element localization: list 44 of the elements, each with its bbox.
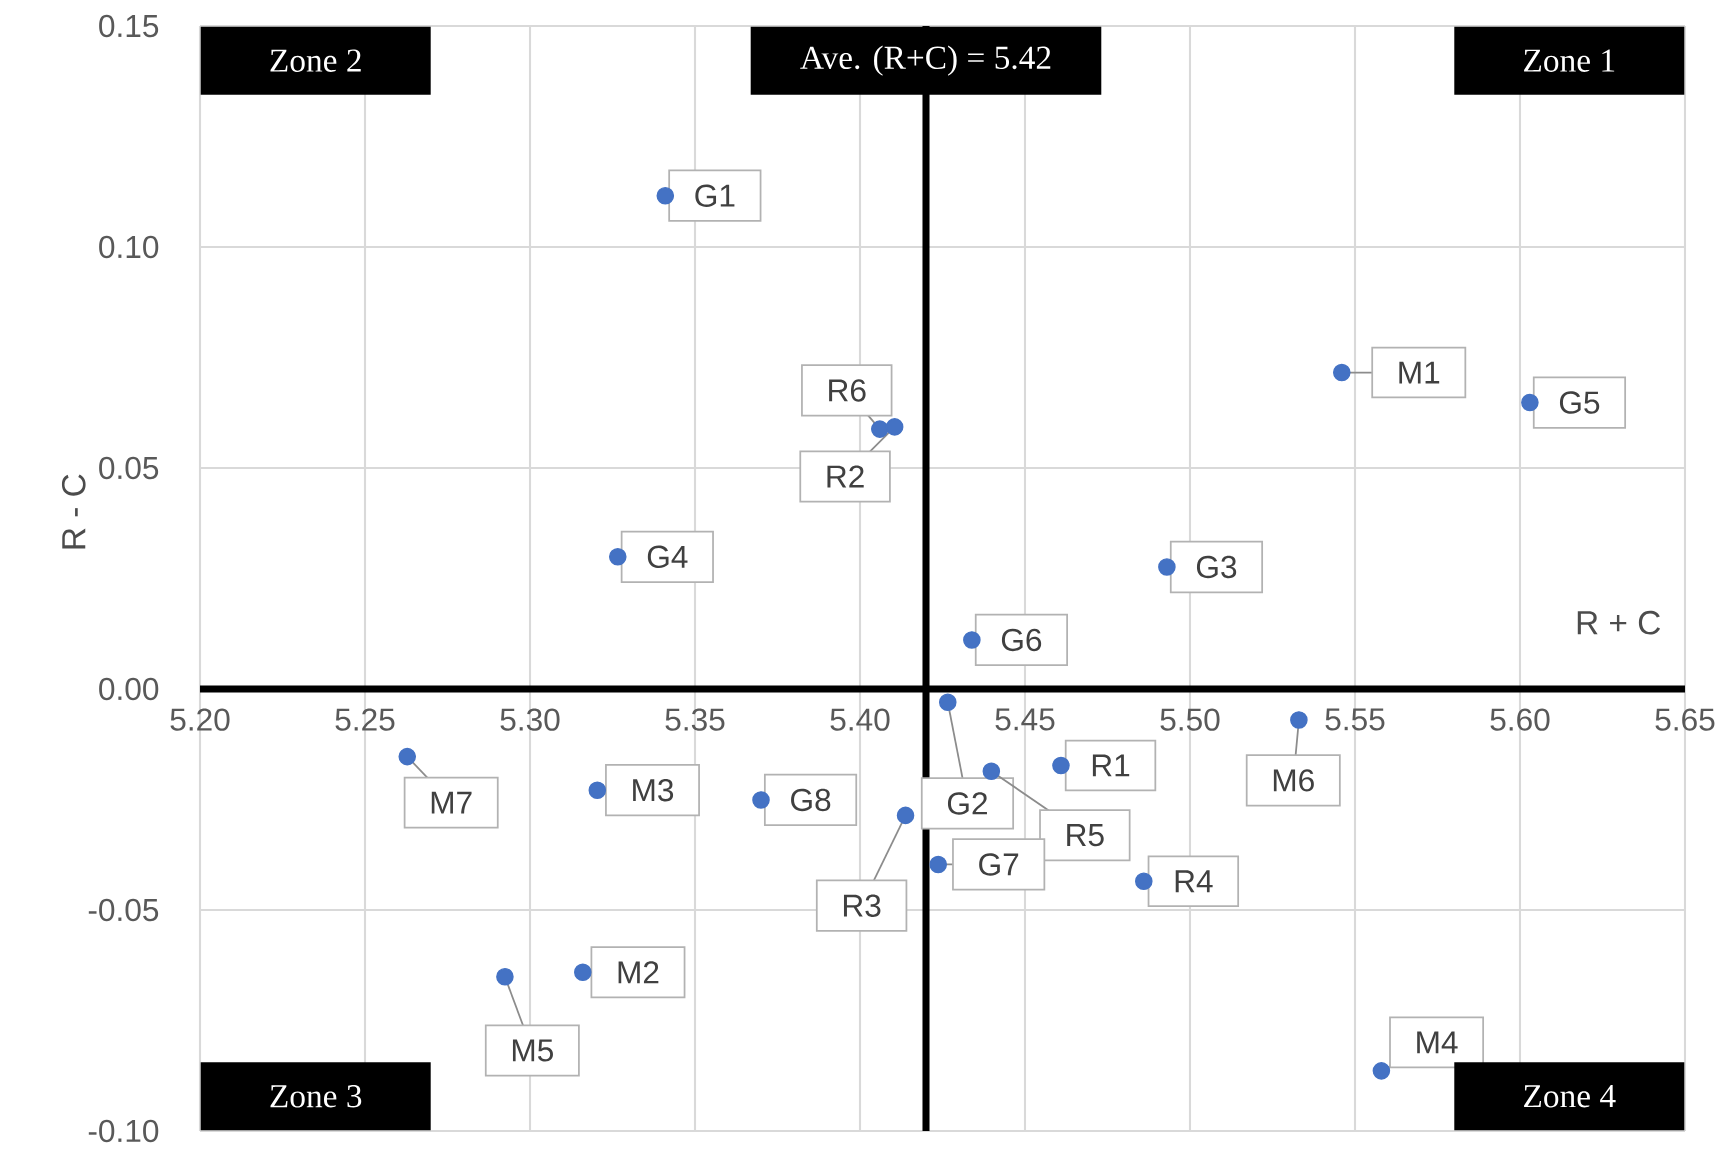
annotation: R2 [827, 465, 864, 488]
annotation: Zone 2 [270, 49, 361, 72]
x-tick-label: 5.60 [1490, 708, 1550, 731]
y-tick-label: -0.05 [88, 898, 159, 922]
annotation: M1 [1399, 361, 1440, 384]
y-axis-title: R - C [61, 474, 86, 549]
y-tick-label: 0.10 [99, 235, 159, 259]
x-tick-label: 5.20 [170, 708, 230, 731]
annotation: M4 [1417, 1031, 1458, 1054]
y-tick-label: 0.15 [99, 14, 159, 38]
x-tick-label: 5.65 [1655, 708, 1715, 731]
annotation: G4 [647, 545, 688, 569]
annotation: G5 [1559, 391, 1600, 414]
annotation: Zone 1 [1524, 49, 1615, 72]
annotation: G7 [979, 853, 1019, 876]
x-tick-label: 5.25 [335, 708, 395, 731]
annotation: M6 [1273, 769, 1314, 792]
annotation: Zone 4 [1524, 1085, 1616, 1108]
annotation: G8 [791, 788, 831, 812]
y-tick-label: 0.05 [99, 456, 159, 480]
y-tick-label: -0.10 [88, 1119, 159, 1143]
annotation: G6 [1001, 628, 1042, 652]
annotation: R4 [1175, 870, 1213, 893]
x-tick-label: 5.45 [995, 708, 1055, 731]
x-tick-label: 5.50 [1160, 708, 1220, 731]
annotation: R3 [843, 894, 881, 917]
ref-line-label: Ave. (R+C) = 5.42 [800, 45, 1051, 76]
x-tick-label: 5.40 [830, 708, 890, 731]
x-tick-label: 5.55 [1325, 708, 1385, 731]
annotation: R1 [1092, 754, 1130, 777]
annotation: M3 [633, 778, 674, 802]
annotation: G3 [1196, 555, 1237, 579]
annotation: G2 [947, 792, 987, 815]
annotation: M2 [618, 961, 659, 984]
x-tick-label: 5.30 [500, 708, 560, 731]
annotation: Zone 3 [270, 1085, 362, 1108]
annotation: M7 [431, 791, 472, 814]
annotation: R5 [1067, 824, 1104, 847]
x-axis-title: R + C [1577, 610, 1661, 635]
y-tick-label: 0.00 [99, 677, 159, 701]
annotation: G1 [695, 184, 735, 207]
annotation: R6 [829, 379, 866, 402]
x-tick-label: 5.35 [665, 708, 725, 731]
annotation: M5 [512, 1039, 553, 1062]
